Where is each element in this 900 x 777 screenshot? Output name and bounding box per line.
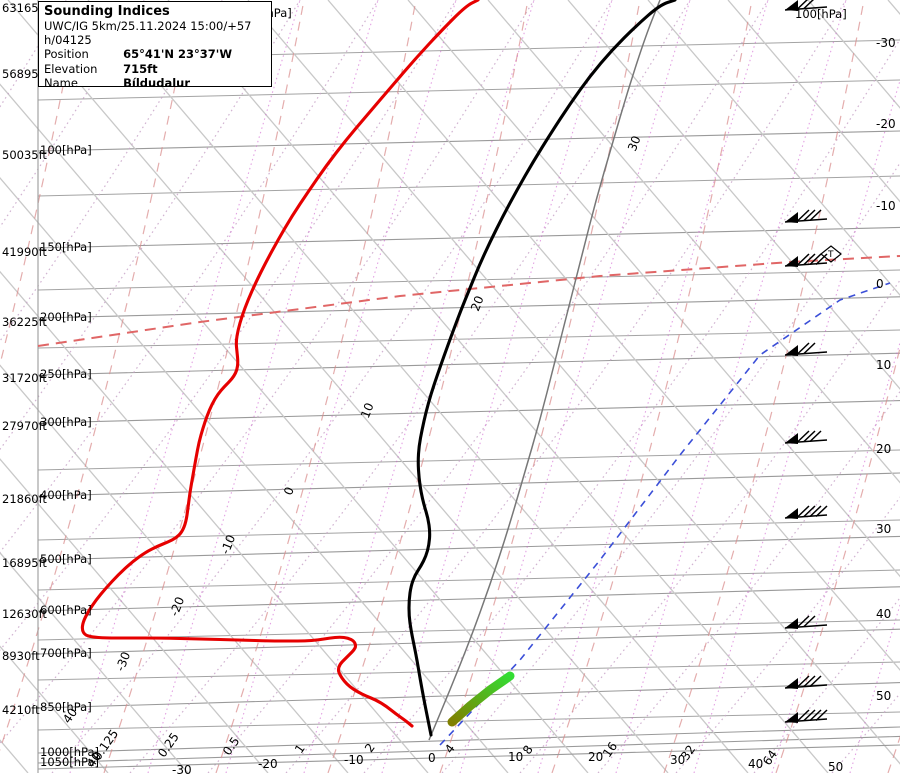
blue-dashed-reference-line [439,282,891,746]
info-row-key: Elevation [44,61,98,76]
wind-barb [784,505,828,519]
bottom-temperature-label: 30 [670,753,686,767]
pressure-label: 850[hPa] [40,700,92,714]
bottom-temperature-label: -10 [344,753,364,767]
info-row-key: Name [44,76,78,90]
bottom-temperature-label: 50 [828,760,844,774]
bottom-temperature-label: 10 [508,750,524,764]
altitude-label: 31720ft [2,371,47,385]
pressure-label: 600[hPa] [40,603,92,617]
wind-barb [784,615,828,629]
bottom-temperature-label: -20 [258,757,278,771]
svg-text:T: T [827,250,834,260]
pressure-label: 700[hPa] [40,646,92,660]
altitude-label: 12630ft [2,607,47,621]
wind-barb [784,209,828,223]
altitude-label: 50035ft [2,148,47,162]
right-temperature-label: 0 [876,277,884,291]
pressure-label: 150[hPa] [40,240,92,254]
pressure-label: 400[hPa] [40,488,92,502]
info-row: Name Bíldudalur [44,76,267,91]
surface-layer-trace [447,671,515,727]
right-temperature-label: 40 [876,607,892,621]
altitude-label: 63165ft [2,1,47,15]
altitude-label: 21860ft [2,492,47,506]
right-temperature-label: 20 [876,442,892,456]
wind-barb [784,342,828,356]
altitude-label: 4210ft [2,703,40,717]
info-row-value: Bíldudalur [123,76,191,90]
info-row-value: 715ft [123,61,158,76]
pressure-label: 100[hPa] [40,143,92,157]
altitude-label: 27970ft [2,419,47,433]
altitude-label: 36225ft [2,315,47,329]
pressure-label: 500[hPa] [40,552,92,566]
altitude-label: 56895ft [2,67,47,81]
bottom-temperature-label: -30 [172,763,192,777]
info-row-key: Position [44,47,89,61]
info-row: Elevation 715ft [44,62,267,77]
right-temperature-label: 10 [876,358,892,372]
bottom-temperature-label: 0 [428,751,436,765]
info-row-value: 65°41'N 23°37'W [123,47,233,61]
bottom-temperature-label: 40 [748,757,764,771]
wind-barb [784,0,828,11]
wind-barb [784,675,828,689]
right-temperature-label: 30 [876,522,892,536]
info-title: Sounding Indices [44,4,170,19]
temperature-curve [407,0,677,737]
pressure-label: 300[hPa] [40,415,92,429]
right-temperature-label: -10 [876,199,896,213]
parcel-ascent-curve [428,0,661,741]
pressure-label: 200[hPa] [40,310,92,324]
right-temperature-label: -20 [876,117,896,131]
altitude-label: 8930ft [2,649,40,663]
pressure-label: 250[hPa] [40,367,92,381]
right-temperature-label: 50 [876,689,892,703]
wind-barb: T [784,245,842,267]
altitude-label: 16895ft [2,556,47,570]
bottom-temperature-label: 20 [588,750,604,764]
info-table: Position 65°41'N 23°37'W Elevation 715ft Nam… [44,47,267,91]
right-temperature-label: -30 [876,36,896,50]
wind-barb [784,709,828,723]
sounding-indices-box: Sounding Indices UWC/IG 5km/25.11.2024 1… [38,1,272,90]
info-subtitle: UWC/IG 5km/25.11.2024 15:00/+57 h/04125 [44,19,252,47]
pressure-label: 1050[hPa] [40,755,99,769]
altitude-label: 41990ft [2,245,47,259]
top-right-pressure-label: 100[hPa] [795,7,847,21]
info-row: Position 65°41'N 23°37'W [44,47,267,62]
pressure-label: 1000[hPa] [40,745,99,759]
dewpoint-curve [80,0,480,728]
wind-barb [784,430,828,444]
